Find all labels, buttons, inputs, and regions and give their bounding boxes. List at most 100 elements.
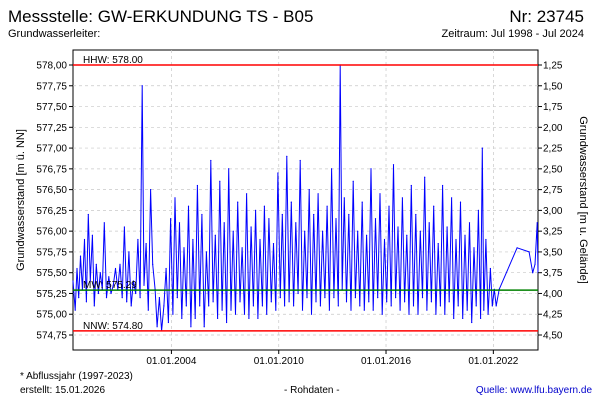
water-level-point [333,297,335,299]
water-level-point [483,309,485,311]
water-level-point [241,247,243,249]
water-level-point [268,218,270,220]
water-level-point [528,251,530,253]
water-level-point [99,272,101,274]
water-level-point [199,305,201,307]
nnw-label: NNW: 574.80 [83,321,143,332]
station-title: Messstelle: GW-ERKUNDUNG TS - B05 [8,7,314,26]
water-level-point [363,309,365,311]
water-level-point [459,201,462,203]
series-layer [72,64,539,332]
water-level-point [415,213,417,216]
water-level-point [74,309,76,311]
water-level-point [372,309,374,311]
water-level-point [308,189,310,191]
water-level-point [337,305,339,307]
water-level-point [246,193,248,195]
footnote-hydro-year: * Abflussjahr (1997-2023) [20,371,133,382]
y-tick-label: 577,75 [36,81,67,92]
water-level-point [426,309,428,311]
water-level-point [534,263,536,265]
water-level-point [399,309,401,311]
water-level-point [219,180,221,182]
water-level-point [335,218,337,220]
y-tick-label: 576,75 [36,164,67,175]
water-level-point [208,305,210,307]
right-tick-label: 4,25 [543,310,563,321]
water-level-point [361,201,363,203]
y-tick-label: 578,00 [36,61,67,72]
water-level-point [217,317,219,319]
water-level-point [532,272,534,274]
y-tick-label: 577,00 [36,144,67,155]
water-level-point [437,243,439,245]
water-level-point [178,222,181,224]
water-level-point [390,305,392,307]
water-level-point [272,243,275,245]
water-level-point [464,234,466,236]
water-level-point [286,155,288,157]
water-level-point [174,197,176,199]
water-level-point [172,313,174,315]
water-level-point [536,222,538,224]
water-level-point [495,305,497,307]
water-level-point [304,230,306,232]
water-level-point [468,222,471,224]
y-tick-label: 576,50 [36,185,67,196]
water-level-point [110,292,112,295]
water-level-point [326,205,328,207]
water-level-point [359,305,361,307]
water-level-point [462,317,464,319]
water-level-point [401,197,403,199]
water-level-point [288,301,290,303]
water-level-point [170,218,172,220]
water-level-point [135,292,137,295]
water-level-point [205,251,207,253]
water-level-point [279,297,281,299]
water-level-point [487,313,489,315]
water-level-point [194,317,196,319]
water-level-point [348,213,350,216]
water-level-point [203,326,205,328]
water-level-point [79,255,82,257]
water-level-point [350,309,352,311]
water-level-point [192,238,194,241]
water-level-point [284,305,286,307]
right-tick-label: 2,50 [543,164,563,175]
axis-layer: 578,00 577,75 577,50 577,25 577,00 576,75 576,… [36,61,562,368]
water-level-point [187,205,190,207]
x-tick-label: 01.01.2010 [254,356,304,367]
y-tick-label: 577,50 [36,102,67,113]
water-level-point [477,209,479,211]
water-level-point [328,309,330,311]
water-level-point [183,247,185,249]
y-axis-title-left: Grundwasserstand [m ü. NN] [15,129,27,271]
water-level-point [223,222,225,224]
y-tick-label: 577,25 [36,123,67,134]
water-level-point [345,301,348,303]
water-level-point [228,168,230,170]
water-level-point [93,305,95,307]
water-level-point [85,301,87,303]
water-level-point [448,301,450,303]
x-tick-label: 01.01.2022 [468,356,518,367]
water-level-point [290,201,292,203]
water-level-point [234,313,237,315]
right-tick-label: 1,75 [543,102,563,113]
water-level-point [406,234,408,236]
period-label: Zeitraum: Jul 1998 - Jul 2024 [441,28,584,40]
water-level-point [412,305,415,307]
aquifer-label: Grundwasserleiter: [8,28,101,40]
water-level-point [119,263,121,265]
water-level-point [370,168,372,170]
water-level-point [132,280,134,282]
source-link[interactable]: Quelle: www.lfu.bayern.de [475,385,592,396]
right-tick-label: 1,50 [543,81,563,92]
water-level-point [408,313,410,315]
y-tick-label: 575,25 [36,289,67,300]
water-level-point [381,313,383,315]
right-tick-label: 1,25 [543,61,563,72]
water-level-point [352,180,354,182]
water-level-point [112,284,114,286]
water-level-point [430,301,432,303]
